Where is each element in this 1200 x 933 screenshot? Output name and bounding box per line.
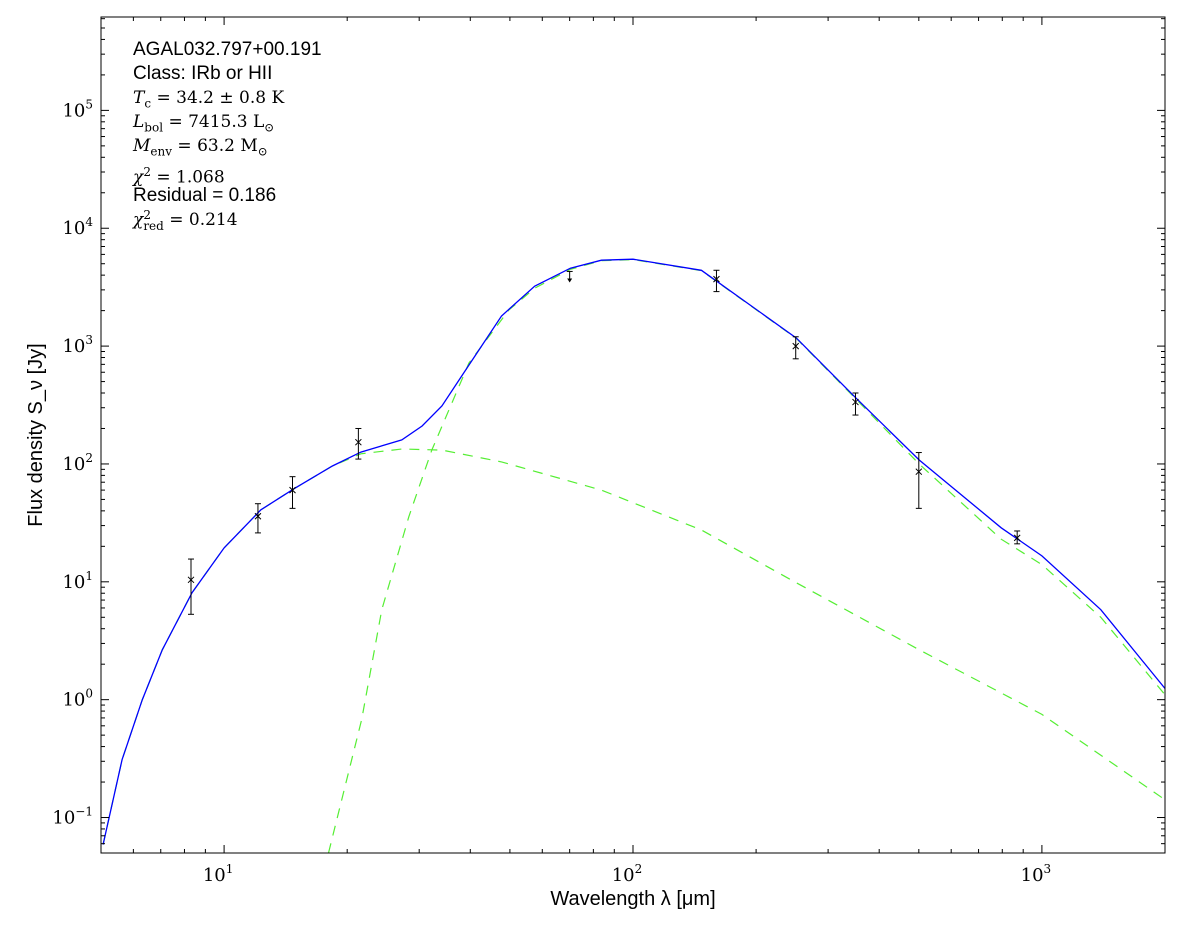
y-tick-label: 100 bbox=[62, 687, 93, 711]
chi2red-value: = 0.214 bbox=[163, 210, 238, 230]
chi2red-symbol: χ bbox=[133, 210, 144, 230]
tc-value: = 34.2 ± 0.8 K bbox=[151, 88, 285, 108]
lbol-symbol: L bbox=[133, 112, 145, 132]
data-point bbox=[566, 270, 573, 283]
lbol-label: Lbol = 7415.3 L⊙ bbox=[133, 110, 274, 139]
chi2-label: χ2 = 1.068 bbox=[133, 160, 225, 190]
menv-label: Menv = 63.2 M⊙ bbox=[133, 134, 268, 163]
data-point bbox=[1013, 530, 1021, 545]
tc-symbol: T bbox=[133, 88, 145, 108]
source-name: AGAL032.797+00.191 bbox=[133, 39, 322, 60]
menv-sub: env bbox=[150, 144, 173, 159]
data-points bbox=[187, 269, 1021, 615]
data-point bbox=[187, 558, 195, 615]
data-point bbox=[915, 452, 923, 509]
chi2-sup: 2 bbox=[143, 165, 151, 179]
model-curves bbox=[102, 258, 1165, 853]
arrow-down-icon bbox=[567, 278, 573, 283]
chi2red-sub: red bbox=[143, 218, 164, 233]
x-marker bbox=[713, 275, 720, 283]
y-tick-label: 103 bbox=[62, 333, 93, 357]
chi2-symbol: χ bbox=[133, 167, 144, 188]
chi2red-label: χ 2 red = 0.214 bbox=[133, 208, 238, 232]
x-marker bbox=[254, 512, 262, 520]
data-point bbox=[355, 427, 362, 460]
x-marker bbox=[915, 468, 923, 476]
tc-label: Tc = 34.2 ± 0.8 K bbox=[133, 86, 284, 115]
sun-symbol: ⊙ bbox=[257, 144, 268, 159]
data-point bbox=[713, 269, 720, 293]
tc-sub: c bbox=[144, 96, 152, 111]
x-marker bbox=[355, 438, 362, 446]
data-point bbox=[792, 336, 800, 360]
x-axis-label: Wavelength λ [μm] bbox=[550, 888, 715, 910]
series-total bbox=[102, 258, 1165, 845]
data-point bbox=[289, 476, 296, 509]
x-marker bbox=[792, 342, 800, 350]
class-label: Class: IRb or HII bbox=[133, 63, 273, 84]
chi2-value: = 1.068 bbox=[150, 167, 225, 188]
series-cold-component bbox=[327, 258, 1165, 853]
y-tick-label: 101 bbox=[62, 569, 93, 593]
x-marker bbox=[187, 576, 195, 584]
x-tick-label: 101 bbox=[203, 862, 234, 886]
y-tick-label: 104 bbox=[62, 215, 93, 239]
chi2red-sup: 2 bbox=[143, 207, 151, 222]
data-point bbox=[254, 503, 262, 534]
x-marker bbox=[1013, 534, 1021, 542]
plot-frame bbox=[100, 16, 1166, 854]
menv-value: = 63.2 M bbox=[172, 136, 258, 156]
sun-symbol: ⊙ bbox=[264, 120, 275, 135]
x-tick-label: 102 bbox=[612, 862, 643, 886]
x-marker bbox=[289, 486, 296, 494]
lbol-value: = 7415.3 L bbox=[163, 112, 265, 132]
x-tick-label: 103 bbox=[1021, 862, 1052, 886]
x-marker bbox=[852, 398, 859, 406]
y-tick-label: 105 bbox=[62, 97, 93, 121]
axis-ticks: 101 102 103 10−1 100 101 102 103 104 105 bbox=[52, 17, 1166, 886]
y-tick-label: 10−1 bbox=[52, 805, 93, 829]
y-tick-label: 102 bbox=[62, 451, 93, 475]
data-point bbox=[852, 392, 859, 416]
y-axis-label: Flux density S_ν [Jy] bbox=[25, 343, 47, 526]
menv-symbol: M bbox=[133, 136, 151, 156]
lbol-sub: bol bbox=[144, 120, 164, 135]
residual-label: Residual = 0.186 bbox=[133, 185, 277, 206]
